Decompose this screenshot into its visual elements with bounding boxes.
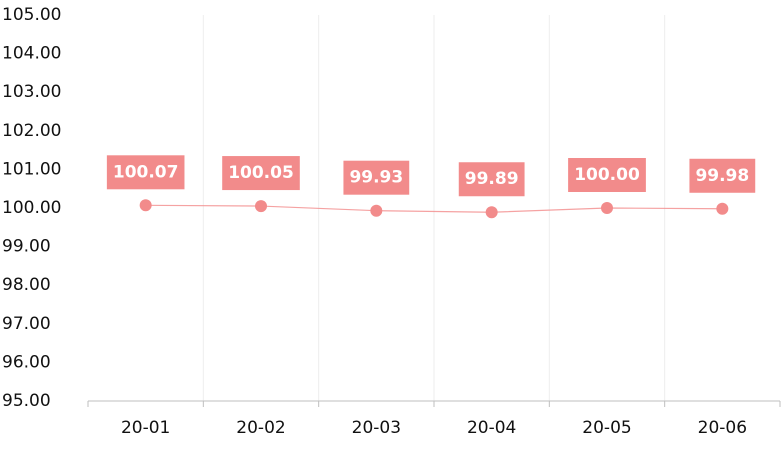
- value-label: 99.89: [465, 169, 519, 189]
- y-tick-label: 99.00: [2, 237, 51, 257]
- x-tick-label: 20-06: [698, 418, 747, 438]
- value-label-box: [222, 156, 300, 191]
- value-label: 100.07: [113, 162, 179, 182]
- line: [145, 204, 723, 213]
- value-label: 99.98: [695, 166, 749, 186]
- value-label: 100.00: [574, 165, 640, 185]
- value-label-box: [343, 160, 410, 195]
- x-tick-label: 20-02: [236, 418, 285, 438]
- marker: [255, 200, 267, 213]
- value-label-box: [689, 158, 756, 193]
- x-tick-label: 20-04: [467, 418, 516, 438]
- value-label-box: [458, 162, 525, 197]
- x-tick-label: 20-03: [352, 418, 401, 438]
- marker: [716, 202, 729, 215]
- y-tick-label: 101.00: [2, 159, 61, 179]
- value-label-box: [568, 158, 646, 192]
- y-tick-label: 97.00: [2, 314, 51, 334]
- marker: [139, 199, 152, 212]
- marker: [370, 204, 383, 217]
- marker: [601, 202, 613, 214]
- y-tick-label: 105.00: [2, 5, 61, 25]
- y-tick-label: 103.00: [2, 82, 61, 102]
- y-tick-label: 102.00: [2, 121, 61, 141]
- marker: [485, 206, 498, 219]
- y-tick-label: 100.00: [2, 198, 61, 218]
- x-tick-label: 20-01: [121, 418, 170, 438]
- y-tick-label: 95.00: [2, 391, 51, 411]
- y-tick-label: 104.00: [2, 44, 61, 64]
- value-label: 99.93: [349, 168, 403, 188]
- y-tick-label: 98.00: [2, 275, 51, 295]
- value-label: 100.05: [228, 163, 294, 183]
- value-label-box: [106, 155, 185, 190]
- y-tick-label: 96.00: [2, 352, 51, 372]
- x-tick-label: 20-05: [582, 418, 631, 438]
